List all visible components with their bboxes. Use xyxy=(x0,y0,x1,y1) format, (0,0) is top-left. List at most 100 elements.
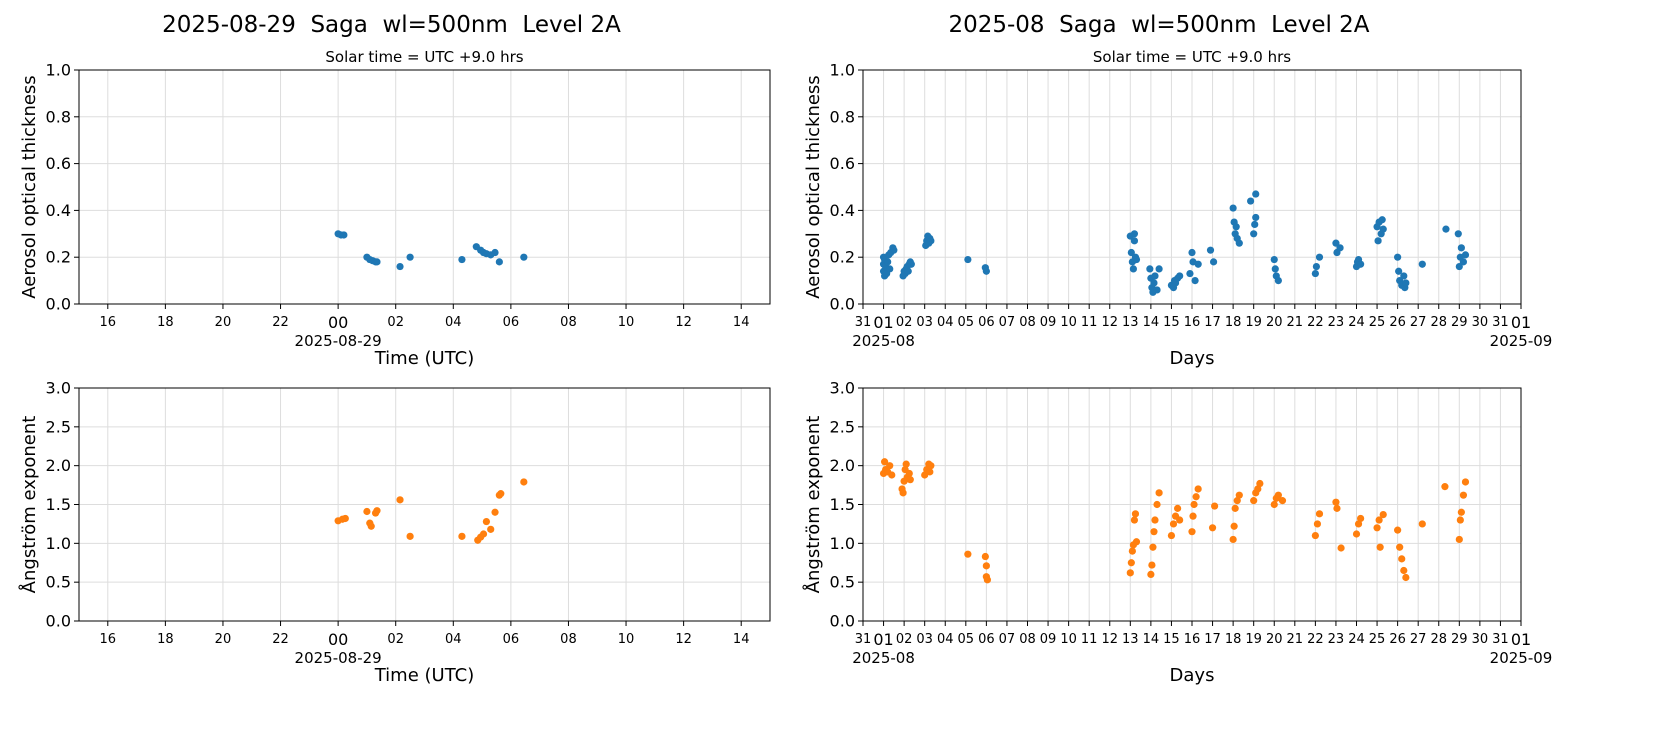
x-tick-label: 10 xyxy=(1060,632,1077,647)
x-tick-label: 02 xyxy=(387,315,404,330)
x-tick-label: 27 xyxy=(1410,632,1427,647)
chart-subtitle: Solar time = UTC +9.0 hrs xyxy=(1093,48,1291,66)
data-point xyxy=(1146,265,1154,273)
data-point xyxy=(890,246,898,254)
y-tick-label: 0.8 xyxy=(830,107,855,126)
x-tick-label: 15 xyxy=(1163,632,1180,647)
data-point xyxy=(1176,516,1184,524)
chart-title: 2025-08 Saga wl=500nm Level 2A xyxy=(948,12,1369,38)
data-point xyxy=(1315,253,1324,261)
x-tick-label: 06 xyxy=(978,315,995,330)
data-point xyxy=(1150,528,1158,536)
data-point xyxy=(1311,531,1319,540)
x-tick-label: 29 xyxy=(1451,315,1468,330)
data-point xyxy=(1192,493,1200,501)
y-axis-label: Aerosol optical thickness xyxy=(19,75,40,298)
x-tick-label: 03 xyxy=(916,315,933,330)
data-point xyxy=(458,255,466,264)
y-tick-label: 1.0 xyxy=(830,534,855,553)
data-point xyxy=(1155,489,1163,497)
data-point xyxy=(1256,479,1264,488)
x-tick-label: 20 xyxy=(215,315,232,330)
x-tick-label: 05 xyxy=(958,632,975,647)
data-point xyxy=(495,258,503,266)
data-point xyxy=(1252,213,1260,222)
data-point xyxy=(396,496,404,504)
data-point xyxy=(458,532,466,540)
y-tick-label: 1.0 xyxy=(830,61,855,80)
data-point xyxy=(1151,272,1159,280)
x-tick-label: 04 xyxy=(445,315,462,330)
y-tick-label: 0.5 xyxy=(46,573,71,592)
data-point xyxy=(1332,498,1340,506)
data-point xyxy=(1313,520,1322,528)
x-tick-label: 31 xyxy=(1492,632,1509,647)
data-point xyxy=(1459,258,1468,266)
data-point xyxy=(1332,239,1340,247)
data-point xyxy=(1251,220,1259,229)
x-tick-label: 20 xyxy=(1266,315,1283,330)
data-point xyxy=(1357,260,1365,268)
data-point xyxy=(1176,272,1184,280)
data-point xyxy=(1129,265,1137,273)
x-tick-label: 05 xyxy=(958,315,975,330)
data-point xyxy=(1127,248,1135,257)
x-axis-label: Days xyxy=(1170,665,1215,686)
x-tick-label: 14 xyxy=(733,632,750,647)
data-point xyxy=(981,552,989,561)
data-point xyxy=(899,489,907,497)
y-tick-label: 0.2 xyxy=(46,248,71,267)
chart-subtitle: Solar time = UTC +9.0 hrs xyxy=(325,48,523,66)
data-point xyxy=(964,550,972,558)
x-tick-label: 12 xyxy=(675,632,692,647)
data-point xyxy=(1379,510,1387,519)
data-point xyxy=(1233,497,1241,505)
y-tick-label: 0.0 xyxy=(46,612,71,631)
x-tick-label: 29 xyxy=(1451,632,1468,647)
x-tick-label: 14 xyxy=(1143,632,1160,647)
data-point xyxy=(926,468,934,476)
y-tick-label: 0.4 xyxy=(46,201,71,220)
data-point xyxy=(1191,277,1199,285)
x-tick-label: 00 xyxy=(328,313,348,332)
data-point xyxy=(1150,279,1158,287)
data-point xyxy=(497,490,505,498)
y-tick-label: 1.5 xyxy=(830,495,855,514)
data-point xyxy=(373,507,381,515)
x-tick-label: 16 xyxy=(100,315,117,330)
data-point xyxy=(1373,524,1381,532)
x-tick-label: 23 xyxy=(1328,632,1345,647)
data-point xyxy=(1231,504,1239,512)
x-tick-label: 08 xyxy=(560,632,577,647)
x-tick-label: 10 xyxy=(1060,315,1077,330)
data-point xyxy=(1461,478,1470,486)
plot-frame xyxy=(78,387,771,622)
data-point xyxy=(983,576,992,584)
data-point xyxy=(886,265,894,273)
x-tick-label: 16 xyxy=(100,632,117,647)
data-point xyxy=(1132,255,1141,264)
x-tick-label: 00 xyxy=(328,630,348,649)
x-tick-label: 28 xyxy=(1430,315,1447,330)
x-tick-label: 25 xyxy=(1369,632,1386,647)
x-tick-label: 23 xyxy=(1328,315,1345,330)
x-tick-label: 19 xyxy=(1245,632,1262,647)
data-point xyxy=(1188,248,1196,257)
data-point xyxy=(1379,225,1387,233)
x-tick-label: 02 xyxy=(387,632,404,647)
data-point xyxy=(1250,497,1258,505)
x-tick-label: 04 xyxy=(937,315,954,330)
data-point xyxy=(1461,251,1470,259)
data-point xyxy=(1153,500,1161,509)
data-point xyxy=(1457,508,1465,516)
y-tick-label: 2.5 xyxy=(830,417,855,436)
x-tick-label: 22 xyxy=(1307,632,1324,647)
x-tick-label: 13 xyxy=(1122,632,1139,647)
x-tick-label: 01 xyxy=(1511,313,1531,332)
data-point xyxy=(1336,244,1344,252)
x-tick-label: 15 xyxy=(1163,315,1180,330)
y-axis-label: Ångström exponent xyxy=(18,416,40,594)
data-point xyxy=(888,471,896,479)
data-point xyxy=(406,253,414,261)
data-point xyxy=(1333,504,1341,512)
